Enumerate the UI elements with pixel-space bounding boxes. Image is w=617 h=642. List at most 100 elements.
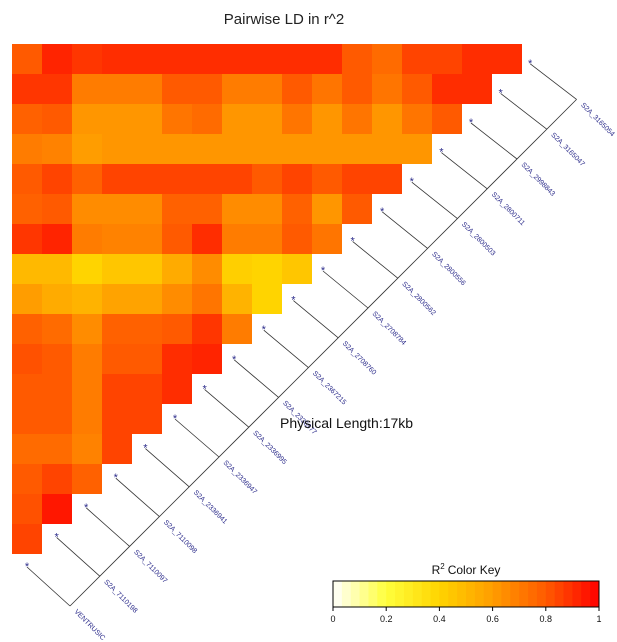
ld-cell [222, 134, 252, 164]
ld-cell [282, 74, 312, 104]
ld-cell [342, 194, 372, 224]
snp-position-lines: * * * * * * * * * * * * * * * * * * [25, 58, 577, 607]
ld-cell [42, 434, 72, 464]
ld-cell [42, 254, 72, 284]
color-key-swatch [421, 581, 432, 607]
ld-cell [102, 134, 132, 164]
chart-title: Pairwise LD in r^2 [224, 11, 344, 28]
ld-cell [72, 224, 102, 254]
ld-cell [42, 164, 72, 194]
snp-connector [204, 389, 250, 428]
ld-cell [402, 104, 432, 134]
ld-cell [252, 164, 282, 194]
ld-cell [42, 344, 72, 374]
snp-label: S2A_3165047 [549, 132, 585, 168]
ld-cell [342, 164, 372, 194]
snp-marker: * [469, 117, 474, 129]
color-key-swatch [483, 581, 494, 607]
ld-cell [42, 134, 72, 164]
snp-connector [145, 448, 190, 488]
ld-cell [12, 344, 42, 374]
color-key-tick-label: 0.8 [540, 614, 553, 624]
ld-cell [222, 44, 252, 74]
color-key-tick-label: 0.6 [486, 614, 499, 624]
snp-marker: * [173, 413, 178, 425]
ld-cell [372, 44, 402, 74]
snp-connector [233, 359, 279, 398]
ld-cell [222, 194, 252, 224]
color-key-tick-label: 0.4 [433, 614, 446, 624]
ld-matrix [12, 44, 522, 554]
ld-cell [222, 104, 252, 134]
ld-cell [192, 164, 222, 194]
color-key-swatch [563, 581, 573, 607]
ld-cell [102, 74, 132, 104]
ld-cell [72, 254, 102, 284]
color-key-gradient [333, 581, 600, 607]
ld-cell [312, 164, 342, 194]
ld-cell [192, 254, 222, 284]
snp-connector [470, 122, 518, 160]
snp-marker: * [380, 206, 385, 218]
snp-marker: * [350, 235, 355, 247]
color-key-tick-label: 0 [330, 614, 335, 624]
ld-cell [252, 224, 282, 254]
ld-cell [282, 164, 312, 194]
ld-cell [222, 254, 252, 284]
ld-cell [42, 74, 72, 104]
ld-cell [162, 194, 192, 224]
ld-cell [72, 314, 102, 344]
ld-cell [312, 74, 342, 104]
snp-marker: * [54, 531, 59, 543]
snp-label: S2A_2800711 [490, 191, 526, 227]
ld-cell [12, 284, 42, 314]
ld-cell [42, 374, 72, 404]
color-key-swatch [590, 581, 600, 607]
ld-cell [282, 194, 312, 224]
ld-cell [72, 74, 102, 104]
ld-cell [282, 134, 312, 164]
ld-cell [102, 254, 132, 284]
ld-cell [312, 194, 342, 224]
color-key-swatch [439, 581, 449, 607]
color-key-swatch [457, 581, 467, 607]
ld-cell [132, 134, 162, 164]
ld-cell [42, 194, 72, 224]
ld-cell [282, 44, 312, 74]
ld-cell [132, 254, 162, 284]
color-key-swatch [554, 581, 565, 607]
ld-cell [132, 404, 162, 434]
ld-cell [12, 374, 42, 404]
color-key-tick-label: 1 [596, 614, 601, 624]
ld-cell [42, 314, 72, 344]
snp-connector [293, 300, 339, 339]
ld-cell [102, 194, 132, 224]
ld-cell [72, 134, 102, 164]
ld-cell [72, 44, 102, 74]
color-key-swatch [466, 581, 476, 607]
ld-cell [402, 44, 432, 74]
snp-label: VENTRUSIC [73, 608, 107, 642]
ld-cell [12, 434, 42, 464]
snp-marker: * [25, 561, 30, 573]
physical-length-label: Physical Length:17kb [280, 415, 413, 431]
ld-cell [132, 374, 162, 404]
snp-label: S2A_3165054 [579, 102, 615, 138]
color-key-swatch [395, 581, 405, 607]
ld-cell [162, 344, 192, 374]
color-key-swatch [519, 581, 529, 607]
color-key-border [332, 580, 600, 608]
ld-cell [432, 104, 462, 134]
snp-marker: * [528, 58, 533, 70]
ld-cell [72, 164, 102, 194]
snp-connector [529, 63, 577, 100]
ld-cell [192, 314, 222, 344]
ld-cell [402, 74, 432, 104]
ld-cell [102, 434, 132, 464]
ld-cell [42, 494, 72, 524]
snp-label: S2A_7110098 [162, 519, 198, 555]
ld-cell [162, 74, 192, 104]
ld-cell [312, 134, 342, 164]
snp-connector [26, 566, 71, 607]
